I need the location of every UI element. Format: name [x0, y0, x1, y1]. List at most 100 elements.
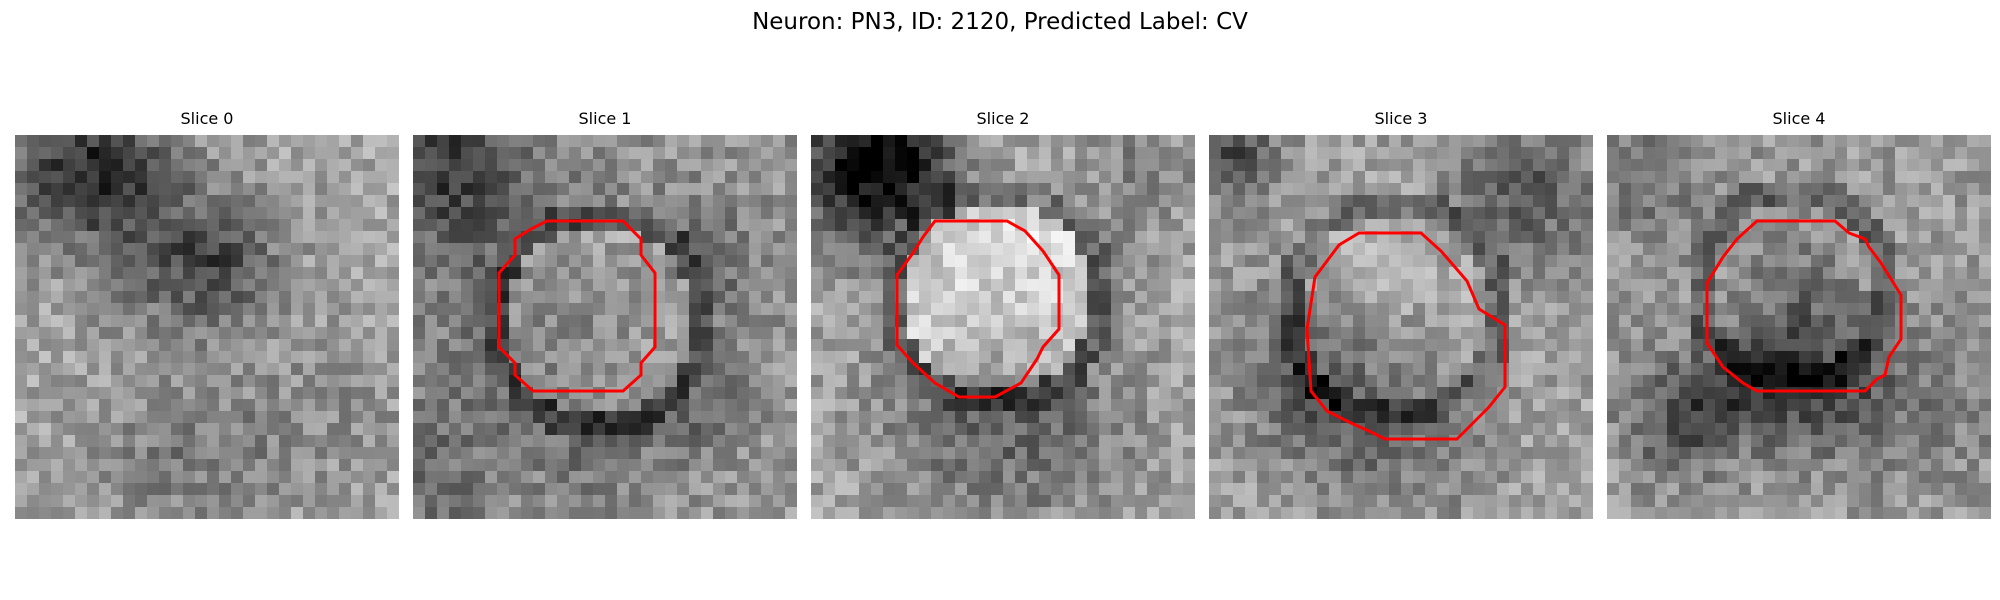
- slice-panel-1: Slice 1: [413, 108, 797, 519]
- image-pixel: [1679, 447, 1692, 460]
- image-pixel: [859, 267, 872, 280]
- image-pixel: [1667, 195, 1680, 208]
- image-pixel: [1003, 471, 1016, 484]
- image-pixel: [991, 315, 1004, 328]
- image-pixel: [617, 195, 630, 208]
- image-pixel: [1159, 447, 1172, 460]
- image-pixel: [1775, 147, 1788, 160]
- image-pixel: [1269, 483, 1282, 496]
- image-pixel: [39, 135, 52, 148]
- image-pixel: [39, 159, 52, 172]
- image-pixel: [955, 363, 968, 376]
- image-pixel: [123, 243, 136, 256]
- image-pixel: [147, 339, 160, 352]
- image-pixel: [1329, 507, 1342, 519]
- slice-title-3: Slice 3: [1374, 109, 1428, 128]
- image-pixel: [1159, 315, 1172, 328]
- image-pixel: [1329, 387, 1342, 400]
- image-pixel: [1353, 351, 1366, 364]
- image-pixel: [835, 183, 848, 196]
- image-pixel: [327, 435, 340, 448]
- image-pixel: [725, 399, 738, 412]
- image-pixel: [605, 363, 618, 376]
- image-pixel: [279, 327, 292, 340]
- image-pixel: [1847, 363, 1860, 376]
- image-pixel: [991, 147, 1004, 160]
- image-pixel: [1183, 231, 1195, 244]
- image-pixel: [363, 471, 376, 484]
- image-pixel: [183, 255, 196, 268]
- image-pixel: [1943, 219, 1956, 232]
- image-pixel: [641, 339, 654, 352]
- image-pixel: [63, 387, 76, 400]
- image-pixel: [1111, 339, 1124, 352]
- image-pixel: [1967, 171, 1980, 184]
- image-pixel: [871, 303, 884, 316]
- image-pixel: [437, 483, 450, 496]
- image-pixel: [1135, 435, 1148, 448]
- image-pixel: [437, 207, 450, 220]
- image-pixel: [1269, 279, 1282, 292]
- image-pixel: [1329, 183, 1342, 196]
- image-pixel: [991, 291, 1004, 304]
- image-pixel: [207, 291, 220, 304]
- image-pixel: [823, 471, 836, 484]
- image-pixel: [1883, 171, 1896, 184]
- image-pixel: [1075, 291, 1088, 304]
- image-pixel: [811, 147, 824, 160]
- image-pixel: [1643, 291, 1656, 304]
- image-pixel: [1509, 471, 1522, 484]
- image-pixel: [895, 135, 908, 148]
- image-pixel: [605, 135, 618, 148]
- image-pixel: [1281, 399, 1294, 412]
- image-pixel: [111, 159, 124, 172]
- image-pixel: [749, 459, 762, 472]
- image-pixel: [1063, 279, 1076, 292]
- image-pixel: [1667, 183, 1680, 196]
- image-pixel: [437, 291, 450, 304]
- image-pixel: [641, 135, 654, 148]
- image-pixel: [773, 507, 786, 519]
- image-pixel: [135, 303, 148, 316]
- image-pixel: [1401, 387, 1414, 400]
- image-pixel: [219, 507, 232, 519]
- image-pixel: [871, 135, 884, 148]
- image-pixel: [725, 435, 738, 448]
- image-pixel: [979, 207, 992, 220]
- image-pixel: [1847, 135, 1860, 148]
- image-pixel: [75, 459, 88, 472]
- image-pixel: [1631, 231, 1644, 244]
- image-pixel: [1907, 399, 1920, 412]
- image-pixel: [1919, 183, 1932, 196]
- image-pixel: [1919, 291, 1932, 304]
- image-pixel: [135, 195, 148, 208]
- image-pixel: [99, 399, 112, 412]
- image-pixel: [255, 279, 268, 292]
- image-pixel: [1835, 363, 1848, 376]
- image-pixel: [111, 147, 124, 160]
- image-pixel: [593, 135, 606, 148]
- image-pixel: [689, 507, 702, 519]
- image-pixel: [1619, 447, 1632, 460]
- image-pixel: [653, 351, 666, 364]
- image-pixel: [255, 375, 268, 388]
- image-pixel: [1691, 399, 1704, 412]
- image-pixel: [1209, 279, 1222, 292]
- image-pixel: [375, 183, 388, 196]
- image-pixel: [1209, 255, 1222, 268]
- image-pixel: [315, 435, 328, 448]
- image-pixel: [979, 399, 992, 412]
- image-pixel: [907, 303, 920, 316]
- image-pixel: [725, 267, 738, 280]
- image-pixel: [581, 171, 594, 184]
- image-pixel: [1051, 315, 1064, 328]
- image-pixel: [641, 411, 654, 424]
- image-pixel: [629, 507, 642, 519]
- image-pixel: [1425, 399, 1438, 412]
- image-pixel: [1329, 171, 1342, 184]
- image-pixel: [1365, 435, 1378, 448]
- image-pixel: [1607, 255, 1620, 268]
- image-pixel: [1099, 471, 1112, 484]
- image-pixel: [1485, 135, 1498, 148]
- image-pixel: [267, 267, 280, 280]
